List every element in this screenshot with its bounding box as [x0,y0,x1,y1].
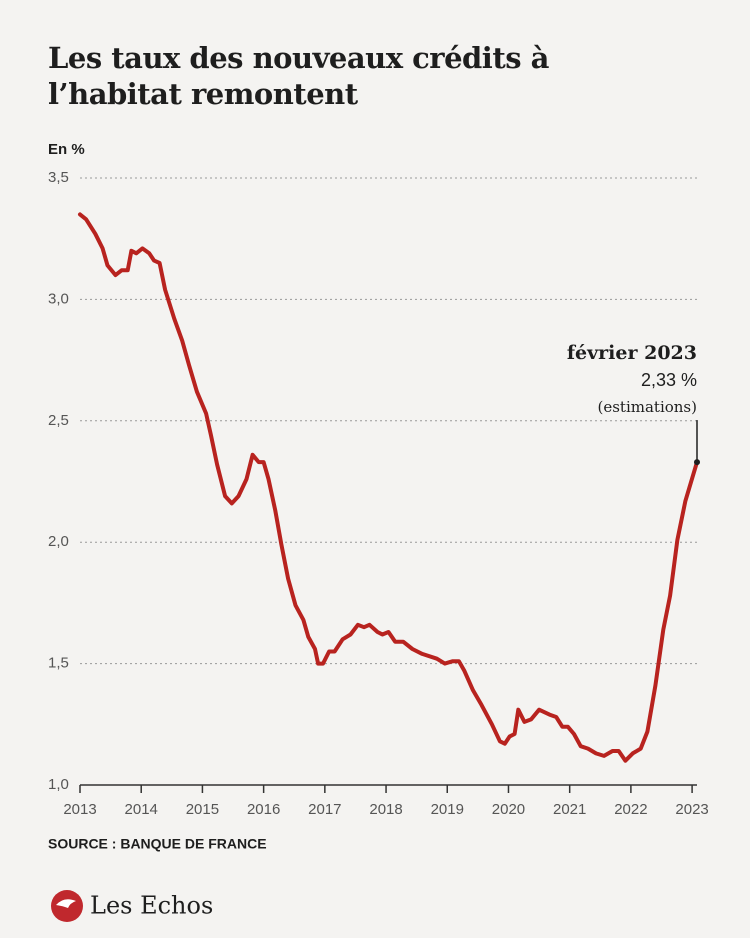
line-series [78,212,699,763]
x-tick-label: 2022 [614,801,647,818]
logo-bird [56,899,76,908]
y-axis-label: En % [48,141,85,158]
x-tick-label: 2021 [553,801,586,818]
x-tick-label: 2015 [186,801,219,818]
annotation-note: (estimations) [598,398,698,416]
x-tick-label: 2023 [675,801,708,818]
x-tick-label: 2014 [125,801,158,818]
y-tick-label: 3,5 [48,169,69,186]
x-tick-label: 2017 [308,801,341,818]
y-tick-label: 2,0 [48,533,69,550]
y-tick-label: 2,5 [48,412,69,429]
y-tick-label: 3,0 [48,290,69,307]
annotation-point [694,459,700,466]
source: SOURCE : BANQUE DE FRANCE [48,836,267,852]
x-tick-label: 2013 [63,801,96,818]
x-tick-label: 2016 [247,801,280,818]
x-tick-label: 2019 [431,801,464,818]
x-tick-label: 2020 [492,801,525,818]
y-tick-label: 1,5 [48,655,69,672]
annotation-date: février 2023 [567,342,697,364]
annotation-label: 2,33 % [641,370,697,390]
brand: Les Echos [90,892,213,920]
x-tick-label: 2018 [369,801,402,818]
chart-title: Les taux des nouveaux crédits à l’habita… [48,41,549,111]
y-tick-label: 1,0 [48,776,69,793]
